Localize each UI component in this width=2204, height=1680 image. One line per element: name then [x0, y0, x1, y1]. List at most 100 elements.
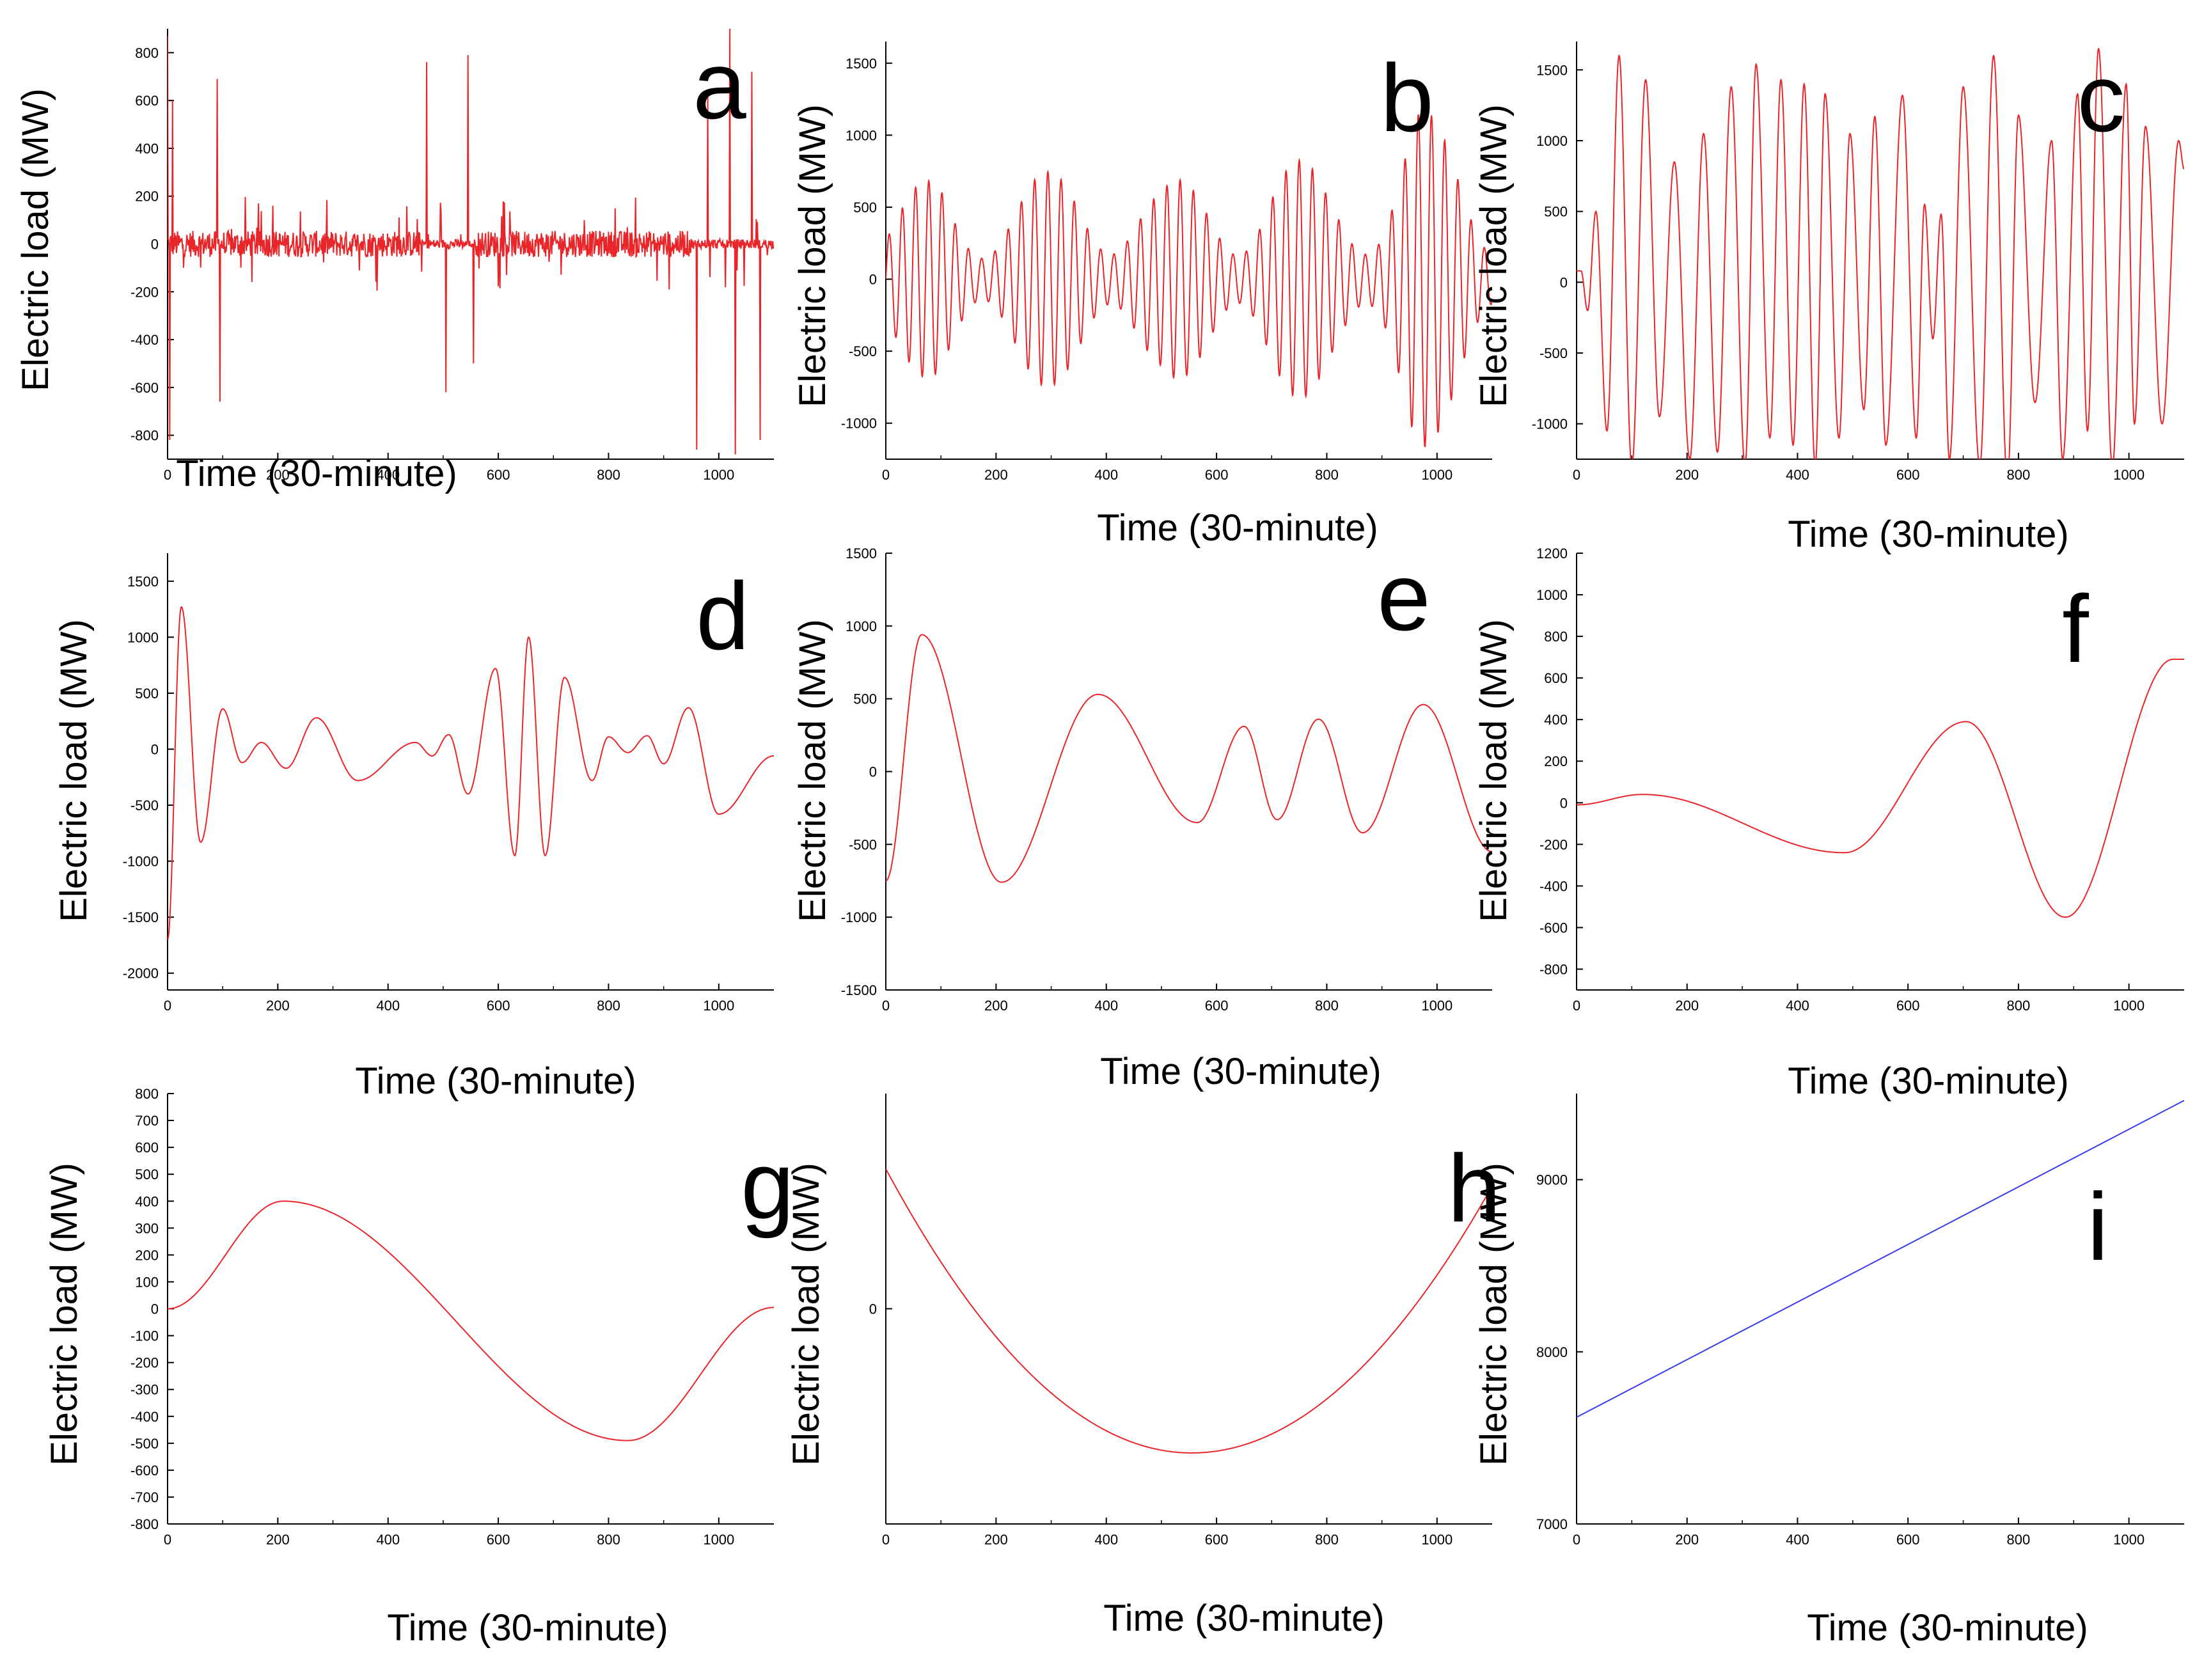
- x-tick-label: 400: [1094, 1532, 1118, 1548]
- y-tick-label: 500: [135, 686, 159, 702]
- panel-label: h: [1447, 1134, 1500, 1242]
- y-tick-label: 800: [135, 1086, 159, 1102]
- x-tick-label: 600: [487, 467, 510, 483]
- y-tick-label: -200: [130, 1355, 159, 1371]
- y-tick-label: 0: [869, 764, 877, 780]
- x-tick-label: 1000: [1421, 998, 1452, 1014]
- y-axis-title: Electric load (MW): [53, 619, 95, 922]
- y-tick-label: -200: [1539, 836, 1568, 852]
- y-tick-label: 200: [135, 189, 159, 205]
- x-tick-label: 0: [1573, 467, 1580, 483]
- y-tick-label: 200: [135, 1247, 159, 1263]
- x-tick-label: 400: [1094, 998, 1118, 1014]
- y-tick-label: 300: [135, 1220, 159, 1236]
- x-tick-label: 200: [1675, 467, 1699, 483]
- y-tick-label: 1000: [1536, 133, 1568, 149]
- y-tick-label: -200: [130, 284, 159, 300]
- panel-b: 0 200 400 600 800 1000 -1000 -500 0 500 1000 1500 Ti…: [792, 42, 1492, 549]
- y-tick-label: 600: [1544, 670, 1568, 686]
- x-tick-label: 1000: [2113, 1532, 2145, 1548]
- y-tick-label: -800: [130, 1516, 159, 1532]
- y-tick-label: 1500: [846, 56, 877, 72]
- y-tick-label: -600: [130, 1463, 159, 1479]
- panel-d: 0 200 400 600 800 1000 -2000 -1500 -1000 -500 0 500…: [53, 553, 774, 1102]
- y-axis-title: Electric load (MW): [792, 619, 833, 922]
- x-tick-label: 800: [1315, 1532, 1339, 1548]
- x-tick-label: 1000: [2113, 998, 2145, 1014]
- x-tick-label: 0: [164, 998, 171, 1014]
- panel-h: 0 200 400 600 800 1000 0 Time (30-minute) Electr…: [785, 1094, 1501, 1639]
- series-line-a: [168, 29, 774, 455]
- y-tick-label: 200: [1544, 753, 1568, 769]
- y-tick-label: 0: [1560, 795, 1568, 811]
- y-tick-label: -500: [130, 1436, 159, 1452]
- y-axis-title: Electric load (MW): [1473, 619, 1515, 922]
- x-tick-label: 0: [164, 467, 171, 483]
- y-tick-label: -500: [849, 343, 877, 359]
- y-tick-label: -500: [1539, 345, 1568, 361]
- x-tick-label: 200: [984, 467, 1008, 483]
- y-tick-label: 500: [135, 1166, 159, 1182]
- x-tick-label: 200: [984, 1532, 1008, 1548]
- y-tick-label: 100: [135, 1274, 159, 1290]
- x-axis-title: Time (30-minute): [1097, 507, 1378, 549]
- y-tick-label: -1500: [841, 982, 877, 998]
- x-axis-title: Time (30-minute): [176, 453, 457, 494]
- y-tick-label: 9000: [1536, 1172, 1568, 1188]
- y-tick-label: 1000: [127, 629, 159, 645]
- series-line-e: [886, 634, 1492, 883]
- x-tick-label: 600: [1896, 467, 1920, 483]
- panel-c: 0 200 400 600 800 1000 -1000 -500 0 500 1000 1500 Ti…: [1473, 42, 2184, 555]
- y-axis-title: Electric load (MW): [1473, 1163, 1515, 1466]
- series-line-f: [1577, 658, 2184, 918]
- y-tick-label: -600: [1539, 920, 1568, 936]
- x-tick-label: 0: [882, 1532, 890, 1548]
- x-tick-label: 600: [487, 998, 510, 1014]
- x-tick-label: 0: [882, 467, 890, 483]
- series-line-b: [886, 114, 1492, 448]
- y-tick-label: 400: [135, 1193, 159, 1209]
- y-tick-label: 500: [1544, 204, 1568, 220]
- x-tick-label: 800: [1315, 998, 1339, 1014]
- x-tick-label: 200: [266, 467, 290, 483]
- x-tick-label: 600: [1205, 467, 1229, 483]
- panel-label: d: [696, 562, 749, 670]
- y-tick-label: 600: [135, 93, 159, 109]
- x-tick-label: 400: [1786, 998, 1809, 1014]
- y-tick-label: 1000: [1536, 587, 1568, 603]
- y-tick-label: -1000: [841, 416, 877, 432]
- panel-f: 0 200 400 600 800 1000 -800 -600 -400 -200 0 200 400…: [1473, 546, 2184, 1102]
- x-tick-label: 0: [1573, 998, 1580, 1014]
- x-axis-title: Time (30-minute): [1103, 1598, 1384, 1639]
- panel-i: 0 200 400 600 800 1000 7000 8000 9000 Time (30-mi…: [1473, 1094, 2184, 1649]
- y-tick-label: 500: [853, 691, 877, 707]
- x-tick-label: 600: [1205, 1532, 1229, 1548]
- y-tick-label: 400: [1544, 712, 1568, 728]
- x-axis-title: Time (30-minute): [1788, 514, 2068, 555]
- y-tick-label: 7000: [1536, 1516, 1568, 1532]
- series-line-i: [1577, 1099, 2184, 1418]
- x-tick-label: 600: [1205, 998, 1229, 1014]
- y-tick-label: 400: [135, 141, 159, 157]
- y-tick-label: -400: [130, 1409, 159, 1425]
- x-axis-title: Time (30-minute): [1788, 1060, 2068, 1102]
- y-axis-title: Electric load (MW): [785, 1163, 827, 1466]
- x-tick-label: 800: [2007, 1532, 2031, 1548]
- panel-label: i: [2087, 1173, 2108, 1280]
- x-tick-label: 200: [266, 1532, 290, 1548]
- y-tick-label: 8000: [1536, 1344, 1568, 1360]
- y-tick-label: -100: [130, 1328, 159, 1344]
- y-tick-label: -1000: [123, 854, 159, 870]
- series-line-h: [886, 1168, 1492, 1454]
- x-axis-title: Time (30-minute): [1807, 1607, 2088, 1649]
- y-tick-label: -600: [130, 380, 159, 396]
- y-tick-label: -400: [130, 332, 159, 348]
- y-tick-label: 800: [1544, 629, 1568, 645]
- y-tick-label: -1500: [123, 909, 159, 925]
- y-tick-label: 0: [869, 1301, 877, 1317]
- y-axis-title: Electric load (MW): [792, 104, 833, 407]
- x-tick-label: 800: [597, 1532, 620, 1548]
- x-tick-label: 400: [376, 467, 400, 483]
- y-tick-label: -700: [130, 1489, 159, 1505]
